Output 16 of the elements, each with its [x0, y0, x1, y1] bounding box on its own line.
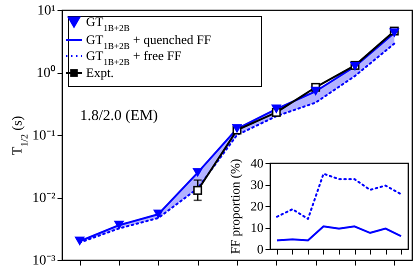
- legend-label: Expt.: [86, 65, 114, 80]
- y-tick-label: 10⁰: [36, 65, 56, 81]
- legend-label: GT$_{1B+2B}$ + quenched FF: [86, 32, 212, 51]
- y-tick-label: 30: [250, 177, 264, 192]
- legend-label: GT$_{1B+2B}$ + free FF: [86, 48, 182, 67]
- y-tick-label: 40: [250, 156, 264, 170]
- annotation: 1.8/2.0 (EM): [80, 108, 158, 124]
- y-tick-label: 0: [257, 242, 264, 256]
- y-tick-label: 10⁻³: [32, 254, 56, 268]
- legend-label: GT$_{1B+2B}$: [86, 14, 130, 33]
- y-tick-label: 10: [250, 220, 264, 235]
- y-tick-label: 10⁻¹: [32, 128, 56, 144]
- y-axis-title: FF proportion (%): [228, 158, 242, 254]
- y-tick-label: 20: [250, 198, 264, 214]
- y-tick-label: 10¹: [37, 4, 56, 18]
- y-tick-label: 10⁻²: [32, 191, 56, 206]
